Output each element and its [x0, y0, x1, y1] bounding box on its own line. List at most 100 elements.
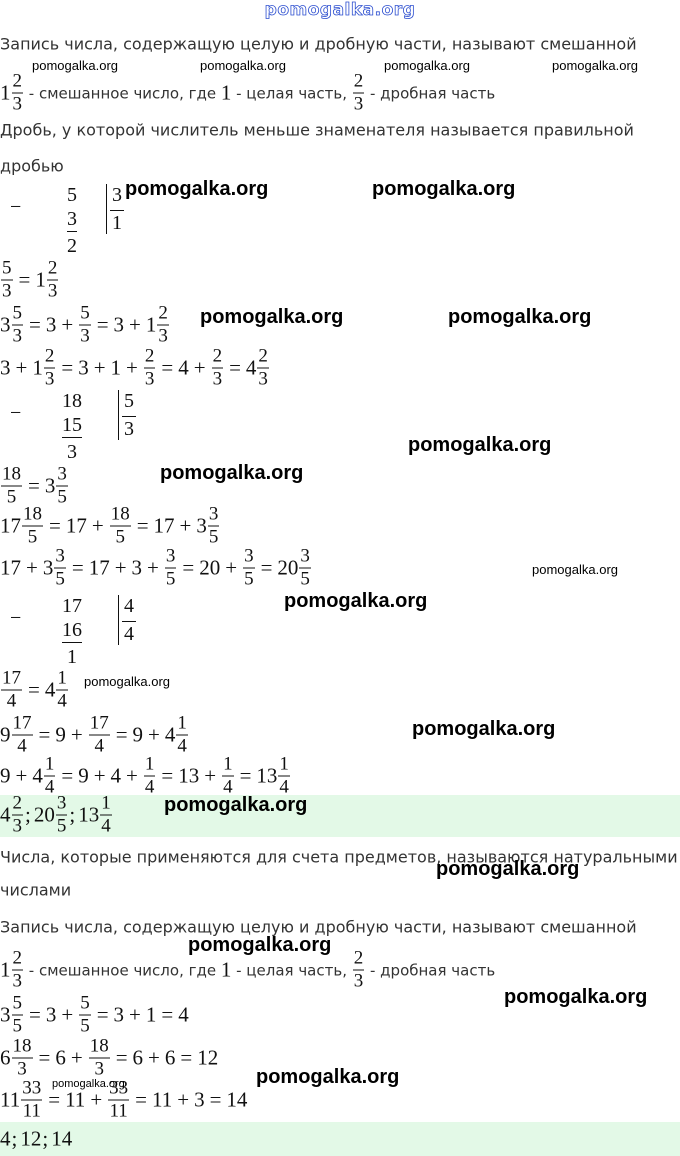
- denominator: 3: [353, 93, 364, 115]
- numerator: 1: [176, 712, 188, 736]
- math-line: 18 5 = 3 3 5: [0, 463, 69, 508]
- whole-part: 3: [0, 1002, 11, 1027]
- math-token: =: [38, 722, 51, 747]
- math-token: 3: [78, 355, 89, 380]
- minus-sign: −: [10, 607, 22, 629]
- numerator: 18: [1, 463, 22, 487]
- denominator: 3: [144, 368, 155, 390]
- numerator: 2: [352, 947, 365, 971]
- fraction: 18 5: [22, 504, 43, 548]
- numerator: 1: [56, 667, 68, 691]
- whole-part: 20: [33, 802, 55, 827]
- quotient: 1: [112, 212, 122, 234]
- numerator: 3: [207, 503, 220, 527]
- watermark: pomogalka.org: [188, 934, 332, 956]
- math-token: +: [148, 1045, 160, 1070]
- math-token: +: [70, 1045, 83, 1070]
- numerator: 2: [11, 792, 23, 816]
- denominator: 4: [279, 776, 289, 798]
- watermark: pomogalka.org: [448, 306, 592, 328]
- math-token: 3: [45, 1002, 57, 1027]
- inline-text: - целая часть,: [231, 961, 352, 979]
- math-token: +: [61, 1002, 74, 1027]
- whole-part: 6: [0, 1045, 11, 1070]
- numerator: 2: [211, 345, 224, 369]
- fraction: 33 11: [108, 1078, 130, 1122]
- watermark: pomogalka.org: [200, 58, 286, 73]
- denominator: 3: [12, 815, 23, 837]
- math-token: 17: [153, 513, 175, 538]
- denominator: 5: [115, 526, 125, 548]
- math-token: 11: [65, 1087, 86, 1112]
- quotient-bar: [122, 416, 136, 417]
- dividend: 17: [62, 595, 82, 617]
- math-token: 6: [55, 1045, 66, 1070]
- math-token: 17: [0, 555, 21, 580]
- watermark: pomogalka.org: [408, 434, 552, 456]
- watermark: pomogalka.org: [164, 794, 308, 816]
- math-token: =: [209, 1087, 222, 1112]
- division-bar: [118, 390, 119, 440]
- numerator: 33: [21, 1077, 43, 1101]
- long-division: − 18 15 3 5 3: [0, 390, 200, 470]
- math-token: =: [136, 513, 149, 538]
- math-line: 17 4 = 4 1 4: [0, 667, 69, 712]
- numerator: 18: [88, 1035, 110, 1059]
- numerator: 18: [109, 503, 131, 527]
- denominator: 4: [44, 776, 55, 798]
- math-token: ;: [11, 1126, 18, 1151]
- math-token: 14: [226, 1087, 248, 1112]
- subtrahend: 3: [67, 208, 77, 232]
- paragraph: Запись числа, содержащую целую и дробную…: [0, 34, 637, 54]
- numerator: 5: [1, 257, 13, 281]
- whole-part: 3: [196, 513, 207, 538]
- numerator: 2: [46, 257, 59, 281]
- numerator: 2: [257, 345, 269, 369]
- inline-text: - смешанное число, где: [24, 84, 221, 102]
- numerator: 1: [43, 753, 56, 777]
- math-token: 4: [178, 355, 189, 380]
- denominator: 3: [2, 280, 12, 302]
- whole-part: 4: [0, 802, 11, 827]
- fraction: 18 5: [1, 463, 22, 508]
- math-token: 17: [88, 555, 110, 580]
- denominator: 3: [17, 1058, 27, 1080]
- answer-line: 4 2 3; 20 3 5; 13 1 4: [0, 792, 113, 837]
- math-token: +: [193, 355, 206, 380]
- whole-part: 3: [44, 473, 56, 498]
- math-token: +: [15, 355, 28, 380]
- watermark: pomogalka.org: [256, 1066, 400, 1088]
- math-token: =: [229, 355, 241, 380]
- math-line: 9 17 4 = 9 +17 4 = 9 +4 1 4: [0, 712, 189, 757]
- whole-part: 3: [42, 555, 54, 580]
- math-token: 1: [110, 355, 122, 380]
- paragraph: Запись числа, содержащую целую и дробную…: [0, 917, 637, 937]
- whole-part: 4: [164, 722, 176, 747]
- math-token: =: [182, 555, 195, 580]
- math-token: =: [161, 355, 174, 380]
- whole-part: 1: [35, 267, 46, 292]
- fraction: 17 4: [11, 713, 33, 757]
- watermark: pomogalka.org: [552, 58, 638, 73]
- math-token: 13: [178, 763, 200, 788]
- math-token: +: [129, 1002, 141, 1027]
- denominator: 4: [6, 690, 17, 712]
- fraction: 17 4: [88, 713, 110, 757]
- remainder: 2: [67, 235, 77, 257]
- quotient-bar: [110, 210, 124, 211]
- inline-text: - дробная часть: [365, 961, 496, 979]
